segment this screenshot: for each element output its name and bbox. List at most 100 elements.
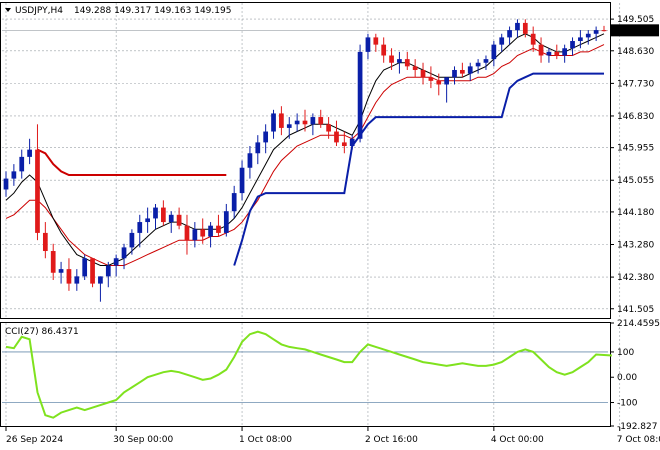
- candle-body: [334, 131, 339, 143]
- candle-body: [279, 113, 284, 128]
- candle-body: [460, 69, 465, 74]
- price-tick-label: 145.055: [617, 176, 654, 186]
- candle-body: [475, 62, 481, 67]
- candle-body: [522, 22, 528, 34]
- candle-body: [397, 59, 402, 63]
- candle-body: [530, 33, 536, 45]
- price-tick-label: 143.280: [617, 241, 654, 251]
- candle-body: [381, 44, 387, 56]
- cci-tick-label: -100: [617, 399, 638, 409]
- candle-body: [554, 51, 560, 56]
- candle-body: [585, 33, 591, 38]
- candle-body: [161, 207, 166, 223]
- candle-body: [153, 207, 158, 219]
- cci-tick-label: 214.4595: [617, 319, 660, 329]
- candle-body: [483, 59, 489, 63]
- candle-body: [420, 69, 426, 78]
- candle-body: [231, 193, 237, 212]
- candle-body: [223, 211, 229, 233]
- candle-body: [452, 69, 457, 78]
- slow-moving-average-line: [5, 44, 605, 266]
- candle-body: [412, 66, 418, 70]
- time-tick-label: 7 Oct 08:00: [617, 435, 660, 445]
- time-tick-label: 1 Oct 08:00: [239, 435, 292, 445]
- candle-body: [200, 229, 206, 237]
- candle-body: [35, 149, 40, 233]
- candle-body: [570, 41, 575, 49]
- price-tick-label: 145.955: [617, 144, 654, 154]
- candle-body: [467, 66, 473, 74]
- candle-body: [428, 77, 434, 81]
- price-tick-label: 144.180: [617, 208, 654, 218]
- time-tick-label: 26 Sep 2024: [6, 435, 63, 445]
- trailing-stop-up-line: [233, 72, 604, 266]
- symbol-dropdown-icon[interactable]: [5, 8, 11, 12]
- candle-body: [208, 225, 213, 237]
- candle-body: [129, 232, 135, 248]
- cci-tick-label: 100: [617, 348, 634, 358]
- candle-body: [326, 124, 331, 132]
- candle-body: [373, 37, 379, 45]
- candle-body: [82, 258, 88, 277]
- candle-body: [58, 269, 64, 273]
- candle-body: [176, 214, 182, 226]
- candle-body: [19, 156, 25, 172]
- candle-body: [294, 120, 300, 125]
- candle-body: [499, 37, 505, 45]
- time-tick-label: 4 Oct 00:00: [491, 435, 544, 445]
- candle-body: [192, 229, 198, 241]
- candle-body: [349, 138, 355, 147]
- candle-body: [121, 247, 127, 259]
- candle-body: [578, 37, 583, 42]
- cci-pane: [0, 322, 611, 427]
- symbol-label: USDJPY,H4: [15, 6, 63, 16]
- cci-tick-label: 0.00: [617, 373, 637, 383]
- candle-body: [271, 113, 276, 132]
- time-tick-label: 2 Oct 16:00: [365, 435, 418, 445]
- candle-body: [113, 258, 119, 266]
- candle-body: [310, 117, 316, 125]
- candle-body: [27, 149, 32, 157]
- grid: [2, 3, 621, 426]
- current-price-label: 149.195: [614, 26, 651, 36]
- price-tick-label: 141.505: [617, 305, 654, 315]
- candle-body: [341, 142, 347, 147]
- candle-body: [98, 276, 103, 284]
- candle-body: [105, 265, 111, 277]
- candle-body: [601, 30, 607, 32]
- candle-body: [11, 171, 17, 179]
- candle-body: [444, 77, 449, 85]
- candle-body: [66, 269, 72, 284]
- candle-body: [263, 131, 269, 143]
- candle-body: [515, 22, 520, 31]
- candle-body: [216, 225, 221, 233]
- current-price-badge: [611, 24, 659, 37]
- candle-body: [247, 153, 253, 168]
- candle-body: [3, 178, 9, 190]
- candle-body: [436, 80, 442, 85]
- candle-body: [50, 251, 56, 273]
- cci-series: [5, 330, 612, 419]
- time-tick-label: 30 Sep 00:00: [113, 435, 173, 445]
- cci-tick-label: -192.827: [617, 422, 657, 432]
- candle-body: [507, 30, 512, 38]
- candle-body: [318, 117, 324, 125]
- candle-body: [255, 142, 261, 154]
- cci-title: CCI(27) 86.4371: [5, 327, 79, 337]
- candle-body: [389, 55, 394, 63]
- candle-body: [404, 59, 410, 67]
- candle-body: [546, 51, 552, 56]
- candle-body: [74, 276, 80, 284]
- ohlc-values: 149.288 149.317 149.163 149.195: [74, 6, 231, 16]
- candle-body: [562, 48, 568, 56]
- trailing-stop-down-line: [37, 148, 227, 176]
- candle-body: [286, 124, 292, 128]
- candle-body: [239, 167, 245, 194]
- candle-body: [145, 218, 150, 223]
- candle-body: [357, 51, 363, 139]
- price-tick-label: 148.630: [617, 47, 654, 57]
- candle-body: [137, 222, 143, 233]
- candle-body: [90, 258, 95, 284]
- candle-body: [168, 214, 174, 223]
